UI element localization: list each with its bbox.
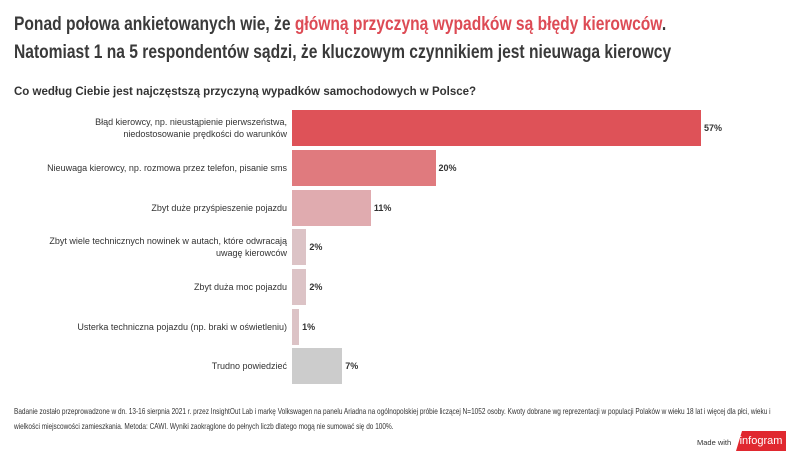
bar[interactable]	[292, 348, 343, 384]
infogram-logo[interactable]: infogram	[736, 431, 786, 451]
bar[interactable]	[292, 269, 307, 305]
category-label: Nieuwaga kierowcy, np. rozmowa przez tel…	[47, 163, 287, 173]
category-label: Usterka techniczna pojazdu (np. braki w …	[77, 322, 287, 332]
category-label: Zbyt duże przyśpieszenie pojazdu	[151, 203, 287, 213]
data-label: 20%	[438, 163, 457, 173]
chart-title: Co według Ciebie jest najczęstszą przycz…	[14, 86, 477, 98]
page-title: Ponad połowa ankietowanych wie, że główn…	[14, 10, 782, 66]
title-line-1: Ponad połowa ankietowanych wie, że główn…	[14, 10, 782, 38]
title-text: Ponad połowa ankietowanych wie, że	[14, 13, 295, 35]
category-label: Trudno powiedzieć	[211, 361, 287, 371]
title-highlight: główną przyczyną wypadków są błędy kiero…	[294, 13, 662, 35]
made-with-text: Made with	[697, 438, 732, 447]
data-label: 1%	[302, 322, 316, 332]
data-label: 7%	[345, 361, 359, 371]
bar[interactable]	[292, 150, 436, 186]
title-line-2: Natomiast 1 na 5 respondentów sądzi, że …	[14, 41, 672, 63]
data-label: 11%	[373, 203, 392, 213]
methodology-note: Badanie zostało przeprowadzone w dn. 13-…	[14, 406, 771, 431]
category-label: Zbyt duża moc pojazdu	[193, 282, 287, 292]
data-label: 2%	[309, 282, 323, 292]
data-label: 57%	[704, 123, 723, 133]
category-label: Zbyt wiele technicznych nowinek w autach…	[49, 236, 287, 258]
bar[interactable]	[292, 309, 300, 345]
category-label: Błąd kierowcy, np. nieustąpienie pierwsz…	[95, 117, 287, 139]
data-label: 2%	[309, 242, 323, 252]
bar[interactable]	[292, 190, 371, 226]
logo-text: infogram	[739, 435, 783, 447]
title-text-end: .	[661, 13, 667, 35]
bar[interactable]	[292, 110, 701, 146]
bar[interactable]	[292, 229, 307, 265]
